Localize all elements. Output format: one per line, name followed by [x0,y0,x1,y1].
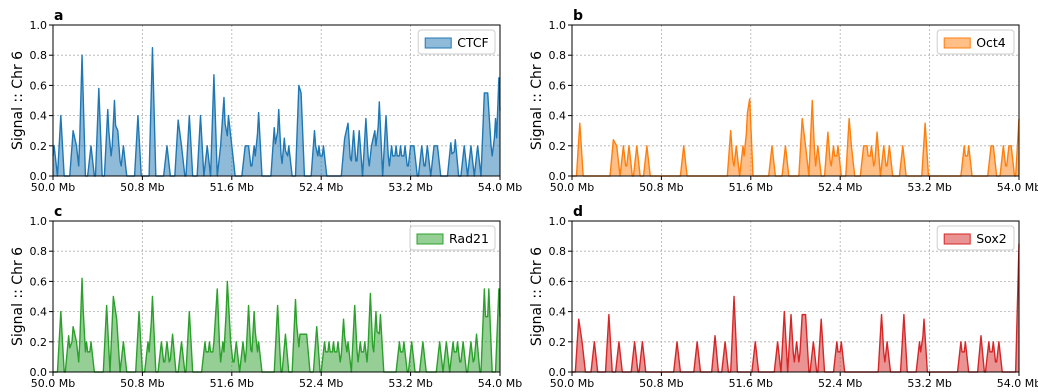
y-tick-label: 1.0 [549,19,567,32]
legend-swatch [943,37,971,49]
y-axis-label: Signal :: Chr 6 [529,247,545,346]
x-tick-label: 51.6 Mb [210,181,254,194]
panel-c: 50.0 Mb 50.8 Mb 51.6 Mb 52.4 Mb 53.2 Mb 54.0 … [10,204,522,390]
y-axis-label: Signal :: Chr 6 [529,51,545,150]
x-tick-label: 52.4 Mb [299,377,343,390]
x-tick-label: 50.0 Mb [31,181,75,194]
y-tick-label: 0.8 [549,245,567,258]
x-tick-label: 50.8 Mb [639,377,683,390]
legend-label: Sox2 [976,231,1007,246]
panel-letter: a [54,8,63,24]
panel-letter: b [573,8,583,24]
y-tick-label: 0.6 [30,79,48,92]
y-tick-label: 1.0 [30,215,48,228]
y-tick-label: 0.8 [30,245,48,258]
legend-label: Oct4 [976,35,1006,50]
y-tick-label: 0.8 [30,49,48,62]
plot-frame [52,24,501,177]
y-tick-label: 0.4 [549,110,567,123]
x-tick-label: 50.8 Mb [120,377,164,390]
y-tick-label: 0.2 [30,336,48,349]
y-tick-label: 0.6 [30,275,48,288]
y-tick-label: 0.4 [30,110,48,123]
x-tick-label: 51.6 Mb [729,377,773,390]
x-tick-label: 53.2 Mb [907,181,951,194]
x-tick-label: 52.4 Mb [818,181,862,194]
y-tick-label: 0.6 [549,79,567,92]
signal-area-oct4 [572,98,1019,176]
y-tick-label: 0.8 [549,49,567,62]
y-tick-label: 0.0 [549,366,567,379]
x-tick-label: 50.8 Mb [639,181,683,194]
panel-letter: c [54,204,62,220]
panel-d: 50.0 Mb 50.8 Mb 51.6 Mb 52.4 Mb 53.2 Mb 54.0 … [529,204,1038,390]
y-tick-label: 0.0 [30,170,48,183]
legend: Sox2 [936,225,1015,251]
signal-line-oct4 [572,98,1020,177]
plot-frame [571,220,1020,373]
x-tick-label: 50.0 Mb [550,181,594,194]
legend: Rad21 [409,225,496,251]
x-tick-label: 54.0 Mb [478,181,522,194]
y-tick-label: 1.0 [30,19,48,32]
y-tick-label: 0.2 [549,336,567,349]
x-tick-label: 53.2 Mb [907,377,951,390]
x-tick-label: 50.8 Mb [120,181,164,194]
legend-swatch [424,37,452,49]
y-tick-label: 0.2 [30,140,48,153]
x-tick-label: 50.0 Mb [31,377,75,390]
legend: CTCF [417,29,496,55]
y-tick-label: 0.0 [549,170,567,183]
y-tick-label: 1.0 [549,215,567,228]
signal-line-sox2 [572,243,1020,373]
y-axis-label: Signal :: Chr 6 [10,51,26,150]
x-tick-label: 51.6 Mb [729,181,773,194]
x-tick-label: 50.0 Mb [550,377,594,390]
x-tick-label: 54.0 Mb [997,377,1038,390]
x-tick-label: 53.2 Mb [388,377,432,390]
y-tick-label: 0.0 [30,366,48,379]
plot-frame [52,220,501,373]
legend-swatch [416,233,444,245]
panel-b: 50.0 Mb 50.8 Mb 51.6 Mb 52.4 Mb 53.2 Mb 54.0 … [529,8,1038,194]
panel-letter: d [573,204,583,220]
x-tick-label: 54.0 Mb [478,377,522,390]
x-tick-label: 52.4 Mb [818,377,862,390]
legend-label: CTCF [457,35,489,50]
legend-label: Rad21 [449,231,489,246]
legend: Oct4 [936,29,1015,55]
y-tick-label: 0.4 [30,306,48,319]
y-axis-label: Signal :: Chr 6 [10,247,26,346]
x-tick-label: 51.6 Mb [210,377,254,390]
signal-area-rad21 [53,278,500,372]
legend-swatch [943,233,971,245]
signal-area-ctcf [53,47,500,177]
x-tick-label: 52.4 Mb [299,181,343,194]
plot-frame [571,24,1020,177]
signal-line-rad21 [53,277,501,373]
x-tick-label: 54.0 Mb [997,181,1038,194]
y-tick-label: 0.2 [549,140,567,153]
x-tick-label: 53.2 Mb [388,181,432,194]
y-tick-label: 0.6 [549,275,567,288]
y-tick-label: 0.4 [549,306,567,319]
panel-a: 50.0 Mb 50.8 Mb 51.6 Mb 52.4 Mb 53.2 Mb 54.0 … [10,8,522,194]
